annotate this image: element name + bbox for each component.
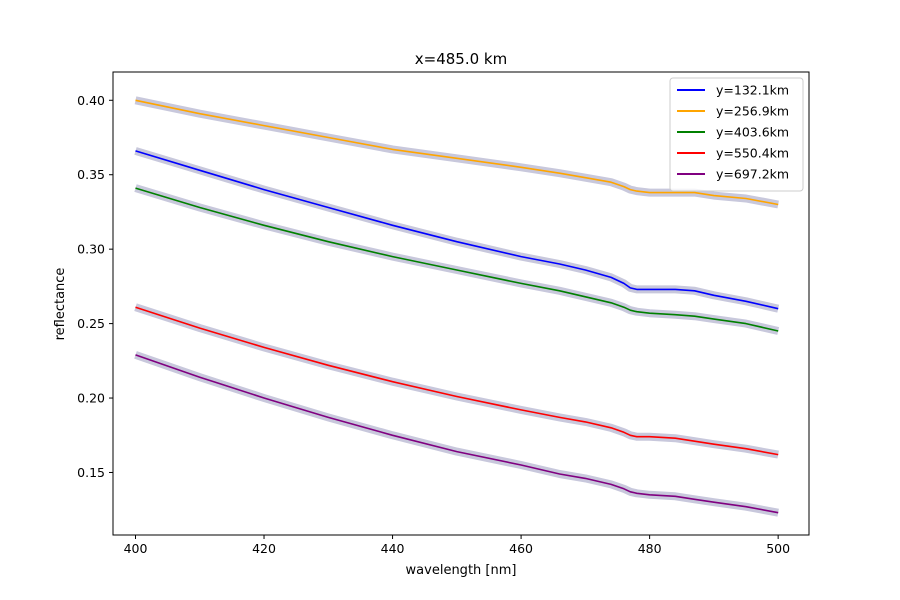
- legend-label: y=550.4km: [716, 146, 789, 161]
- series-line-4: [135, 354, 779, 514]
- series-line-1: [135, 99, 779, 206]
- x-tick-label: 420: [252, 541, 276, 556]
- x-axis-label: wavelength [nm]: [406, 563, 517, 578]
- plot-area-frame: [112, 71, 810, 536]
- series-line-3: [135, 306, 779, 456]
- x-tick-label: 400: [124, 541, 148, 556]
- y-axis-ticks: 0.15 0.20 0.25 0.30 0.35 0.40: [77, 93, 113, 480]
- y-tick-label: 0.25: [77, 316, 105, 331]
- y-axis-label: reflectance: [53, 268, 68, 341]
- legend-label: y=697.2km: [716, 167, 789, 182]
- legend: y=132.1km y=256.9km y=403.6km y=550.4km y=69…: [669, 77, 804, 192]
- legend-label: y=256.9km: [716, 104, 789, 119]
- series-line-2: [135, 187, 779, 332]
- series-lines: [135, 99, 779, 514]
- x-tick-label: 500: [766, 541, 790, 556]
- y-tick-label: 0.35: [77, 167, 105, 182]
- x-tick-label: 440: [381, 541, 405, 556]
- legend-label: y=403.6km: [716, 125, 789, 140]
- y-tick-label: 0.15: [77, 465, 105, 480]
- legend-label: y=132.1km: [716, 83, 789, 98]
- x-axis-ticks: 400 420 440 460 480 500: [124, 535, 790, 556]
- series-line-0: [135, 150, 779, 310]
- y-tick-label: 0.30: [77, 242, 105, 257]
- chart-title: x=485.0 km: [415, 50, 507, 68]
- x-tick-label: 460: [509, 541, 533, 556]
- y-tick-label: 0.20: [77, 391, 105, 406]
- y-tick-label: 0.40: [77, 93, 105, 108]
- x-tick-label: 480: [638, 541, 662, 556]
- legend-frame: [669, 77, 804, 192]
